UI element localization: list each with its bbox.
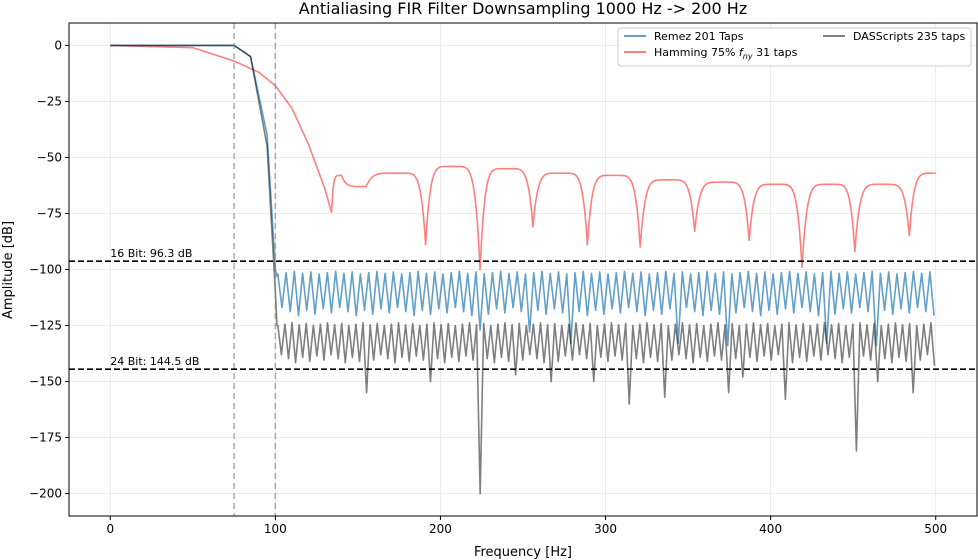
- bit-depth-label: 16 Bit: 96.3 dB: [110, 247, 192, 260]
- bit-depth-label: 24 Bit: 144.5 dB: [110, 355, 199, 368]
- series-line: [110, 44, 936, 271]
- y-tick-label: −50: [37, 150, 62, 164]
- y-tick-label: −200: [29, 487, 62, 501]
- x-tick-label: 300: [594, 522, 617, 536]
- y-tick-label: −125: [29, 319, 62, 333]
- chart-title: Antialiasing FIR Filter Downsampling 100…: [299, 0, 747, 18]
- plot-area: [69, 23, 977, 516]
- series-line: [109, 44, 936, 495]
- legend-box: [617, 27, 972, 67]
- x-tick-label: 0: [106, 522, 114, 536]
- legend-label: Hamming 75% fny 31 taps: [654, 46, 798, 61]
- x-tick-label: 400: [759, 522, 782, 536]
- y-tick-label: −175: [29, 431, 62, 445]
- legend-label: Remez 201 Taps: [654, 30, 744, 43]
- x-tick-label: 100: [264, 522, 287, 536]
- x-axis-title: Frequency [Hz]: [474, 545, 572, 560]
- axes: 16 Bit: 96.3 dB 24 Bit: 144.5 dB 0 100 200 30…: [29, 22, 978, 536]
- y-tick-label: 0: [54, 38, 62, 52]
- legend-label: DASScripts 235 taps: [853, 30, 965, 43]
- legend: Remez 201 Taps Hamming 75% fny 31 taps DAS…: [617, 27, 972, 67]
- y-tick-label: −150: [29, 375, 62, 389]
- grid: [69, 23, 977, 516]
- y-tick-label: −75: [37, 206, 62, 220]
- x-tick-label: 500: [924, 522, 947, 536]
- y-tick-label: −100: [29, 263, 62, 277]
- x-tick-label: 200: [429, 522, 452, 536]
- y-axis-title: Amplitude [dB]: [1, 221, 16, 319]
- y-tick-label: −25: [37, 94, 62, 108]
